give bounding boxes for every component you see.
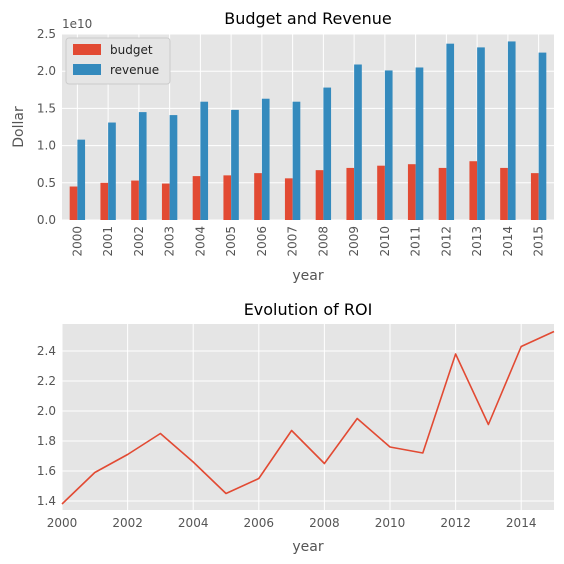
bar-y-axis-label: Dollar xyxy=(11,106,27,148)
bar-x-tick-label: 2009 xyxy=(347,226,361,257)
legend-label-budget: budget xyxy=(110,43,153,57)
bar-y-tick-label: 2.0 xyxy=(37,64,56,78)
bar-y-tick-label: 2.5 xyxy=(37,27,56,41)
line-x-ticks: 2000 2002 2004 2006 2008 2010 2012 2014 xyxy=(47,516,537,530)
bar-x-tick-label: 2004 xyxy=(193,226,207,257)
bar-revenue-2005 xyxy=(231,109,239,220)
bar-x-tick-label: 2010 xyxy=(378,226,392,257)
bar-revenue-2012 xyxy=(446,43,455,221)
bar-y-tick-label: 1.0 xyxy=(37,139,56,153)
line-chart-title: Evolution of ROI xyxy=(244,300,373,319)
bar-revenue-2007 xyxy=(292,101,301,220)
bar-chart-title: Budget and Revenue xyxy=(224,9,392,28)
bar-revenue-2014 xyxy=(507,41,516,220)
bar-x-tick-label: 2012 xyxy=(439,226,453,257)
line-plot-area xyxy=(62,324,554,510)
roi-line-layer xyxy=(61,330,555,505)
bar-x-tick-label: 2007 xyxy=(286,226,300,257)
bar-x-tick-label: 2008 xyxy=(316,226,330,257)
bar-budget-2006 xyxy=(254,173,262,220)
bar-budget-2014 xyxy=(500,167,508,220)
bar-x-tick-label: 2015 xyxy=(532,226,546,257)
line-x-tick-label: 2000 xyxy=(47,516,78,530)
bar-revenue-2004 xyxy=(200,101,209,220)
bar-revenue-2011 xyxy=(415,67,424,220)
line-x-tick-label: 2004 xyxy=(178,516,209,530)
bar-budget-2001 xyxy=(100,182,109,220)
line-x-tick-label: 2006 xyxy=(244,516,275,530)
bar-budget-2003 xyxy=(161,183,170,220)
bar-revenue-2015 xyxy=(538,52,547,220)
line-x-tick-label: 2014 xyxy=(506,516,537,530)
bar-revenue-2013 xyxy=(477,47,485,220)
bar-budget-2013 xyxy=(469,161,478,220)
bar-budget-2008 xyxy=(315,170,324,220)
bar-x-tick-label: 2014 xyxy=(501,226,515,257)
line-y-tick-label: 2.0 xyxy=(37,404,56,418)
bar-revenue-2002 xyxy=(138,112,147,220)
bar-budget-2012 xyxy=(438,167,447,220)
line-y-tick-label: 2.4 xyxy=(37,344,56,358)
bar-x-tick-label: 2005 xyxy=(224,226,238,257)
bar-budget-2011 xyxy=(407,164,416,220)
bar-y-tick-label: 0.0 xyxy=(37,213,56,227)
bars xyxy=(69,41,547,221)
bar-revenue-2009 xyxy=(354,64,362,220)
roi-line xyxy=(61,330,555,505)
bar-x-tick-label: 2001 xyxy=(101,226,115,257)
line-y-tick-label: 2.2 xyxy=(37,374,56,388)
bar-x-tick-label: 2011 xyxy=(409,226,423,257)
bar-budget-2000 xyxy=(69,186,78,220)
line-y-ticks: 1.4 1.6 1.8 2.0 2.2 2.4 xyxy=(37,344,56,508)
bar-x-ticks: 2000 2001 2002 2003 2004 2005 2006 2007 2008 2009… xyxy=(70,226,545,257)
line-x-tick-label: 2008 xyxy=(309,516,340,530)
bar-budget-2005 xyxy=(223,175,232,220)
bar-revenue-2010 xyxy=(384,70,393,221)
bar-y-tick-label: 1.5 xyxy=(37,101,56,115)
line-y-tick-label: 1.6 xyxy=(37,464,56,478)
line-gridlines xyxy=(61,324,554,510)
line-x-tick-label: 2002 xyxy=(112,516,143,530)
bar-x-tick-label: 2003 xyxy=(163,226,177,257)
bar-revenue-2003 xyxy=(169,115,178,220)
bar-budget-2015 xyxy=(530,173,539,220)
bar-x-axis-label: year xyxy=(292,268,323,284)
bar-y-ticks: 0.0 0.5 1.0 1.5 2.0 2.5 xyxy=(37,27,56,227)
bar-budget-2004 xyxy=(192,176,201,220)
line-x-tick-label: 2010 xyxy=(375,516,406,530)
bar-x-tick-label: 2000 xyxy=(70,226,84,257)
bar-revenue-2001 xyxy=(108,122,116,220)
legend-swatch-revenue xyxy=(73,64,101,75)
bar-revenue-2000 xyxy=(77,139,86,220)
legend-swatch-budget xyxy=(73,44,101,55)
bar-budget-2007 xyxy=(284,178,293,220)
y-offset-label: 1e10 xyxy=(62,17,92,31)
legend: budget revenue xyxy=(65,37,171,85)
bar-budget-2010 xyxy=(377,165,385,220)
line-y-tick-label: 1.4 xyxy=(37,494,56,508)
bar-x-tick-label: 2002 xyxy=(132,226,146,257)
bar-x-tick-label: 2013 xyxy=(470,226,484,257)
bar-revenue-2008 xyxy=(323,87,332,221)
bar-budget-2009 xyxy=(346,167,355,220)
line-chart: Evolution of ROI 1.4 1.6 1.8 2.0 2.2 2.4 2000… xyxy=(37,300,555,555)
legend-label-revenue: revenue xyxy=(110,63,159,77)
line-x-tick-label: 2012 xyxy=(440,516,471,530)
line-y-tick-label: 1.8 xyxy=(37,434,56,448)
bar-budget-2002 xyxy=(131,180,139,220)
bar-y-tick-label: 0.5 xyxy=(37,176,56,190)
line-x-axis-label: year xyxy=(292,539,323,555)
bar-chart: Budget and Revenue 1e10 0.0 0.5 1.0 1.5 2.0 2… xyxy=(11,9,554,284)
bar-revenue-2006 xyxy=(261,98,270,220)
bar-x-tick-label: 2006 xyxy=(255,226,269,257)
